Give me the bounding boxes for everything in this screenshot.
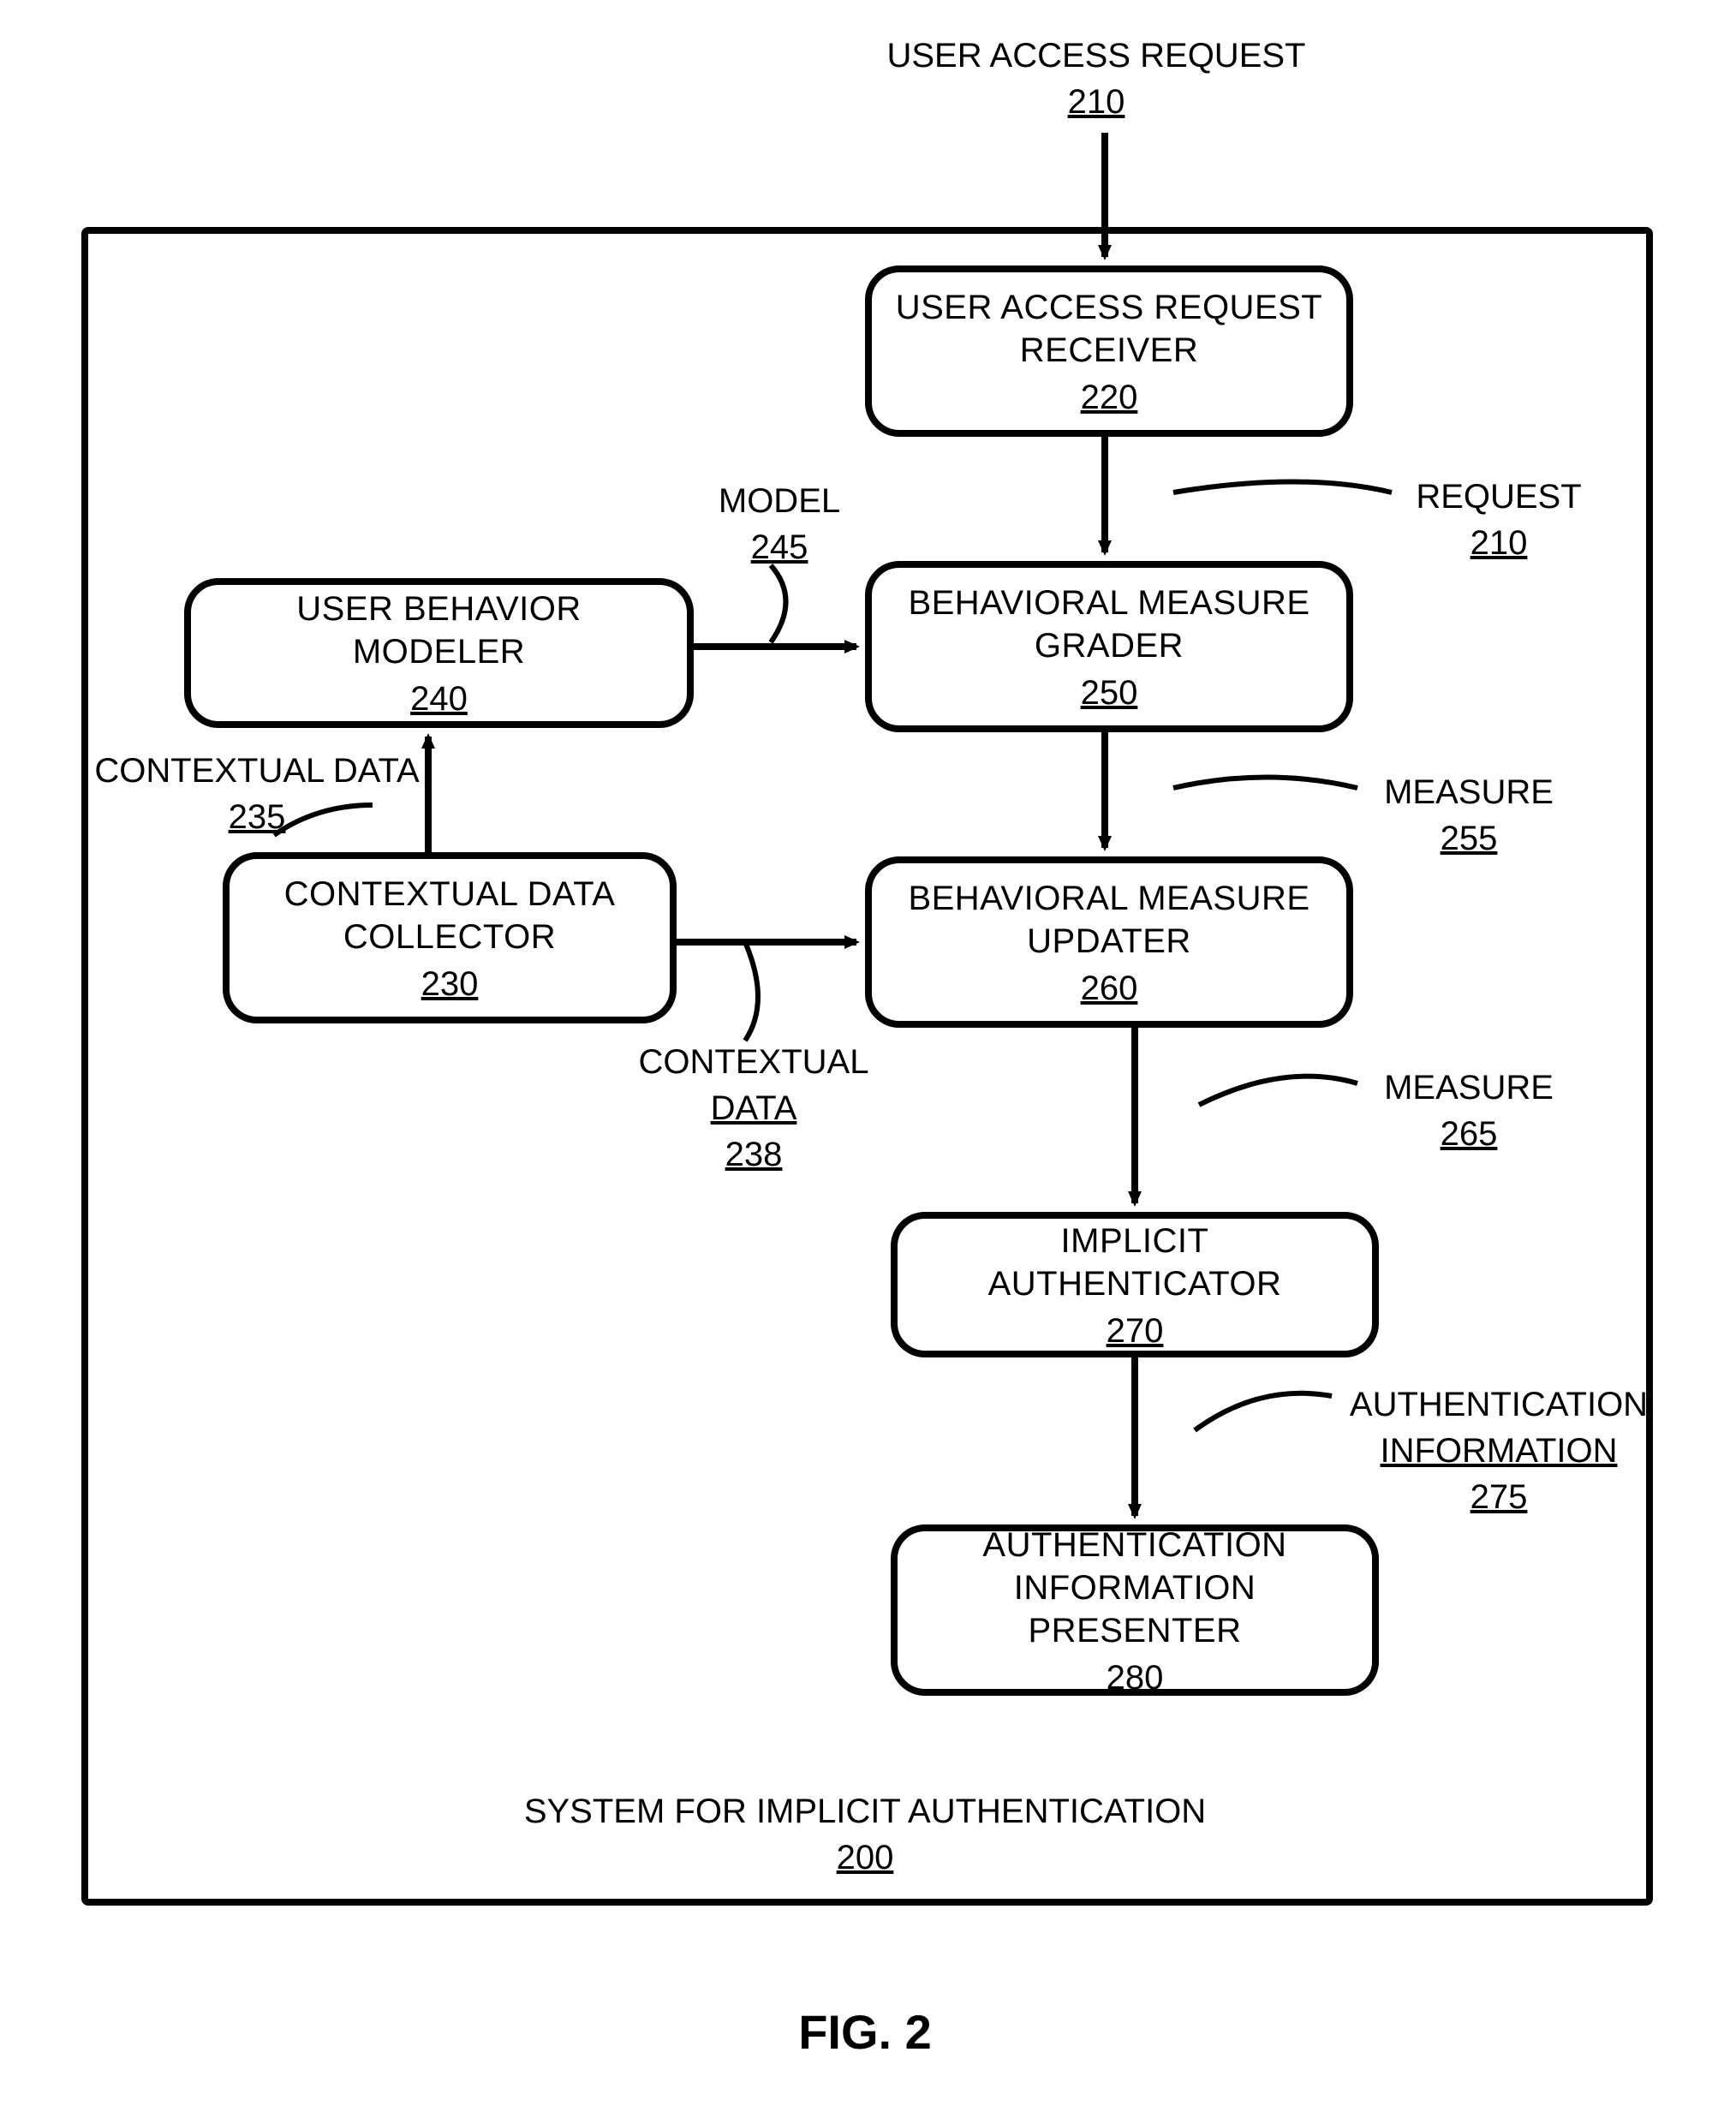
system-caption-text: SYSTEM FOR IMPLICIT AUTHENTICATION	[524, 1793, 1206, 1830]
model-text: MODEL	[719, 482, 840, 520]
meas255-num: 255	[1349, 817, 1589, 860]
node-collector: CONTEXTUAL DATA COLLECTOR 230	[223, 852, 677, 1023]
ctx235-text: CONTEXTUAL DATA	[94, 752, 419, 790]
meas265-text: MEASURE	[1384, 1069, 1554, 1107]
request-text: REQUEST	[1416, 478, 1581, 516]
authinf-text: AUTHENTICATION	[1350, 1386, 1648, 1423]
node-presenter: AUTHENTICATION INFORMATION PRESENTER 280	[891, 1524, 1379, 1696]
header-num: 210	[839, 81, 1353, 123]
label-ctx238: CONTEXTUAL DATA 238	[617, 1041, 891, 1176]
label-meas255: MEASURE 255	[1349, 771, 1589, 860]
modeler-num: 240	[410, 680, 468, 719]
label-request: REQUEST 210	[1387, 475, 1610, 564]
header-text: USER ACCESS REQUEST	[886, 37, 1305, 75]
ctx235-num: 235	[86, 796, 428, 838]
label-model: MODEL 245	[694, 480, 865, 569]
authinf-text2: INFORMATION	[1327, 1429, 1670, 1472]
authinf-num: 275	[1327, 1476, 1670, 1518]
node-grader: BEHAVIORAL MEASURE GRADER 250	[865, 561, 1353, 732]
system-caption: SYSTEM FOR IMPLICIT AUTHENTICATION 200	[437, 1790, 1293, 1879]
node-receiver: USER ACCESS REQUEST RECEIVER 220	[865, 265, 1353, 437]
auth-num: 270	[1107, 1312, 1164, 1351]
presenter-title: AUTHENTICATION INFORMATION PRESENTER	[915, 1524, 1355, 1652]
node-modeler: USER BEHAVIOR MODELER 240	[184, 578, 694, 728]
label-meas265: MEASURE 265	[1349, 1066, 1589, 1155]
node-auth: IMPLICIT AUTHENTICATOR 270	[891, 1212, 1379, 1357]
grader-num: 250	[1081, 674, 1138, 713]
receiver-title: USER ACCESS REQUEST RECEIVER	[889, 286, 1329, 372]
ctx238-text: CONTEXTUAL	[639, 1043, 869, 1081]
receiver-num: 220	[1081, 379, 1138, 417]
collector-num: 230	[421, 965, 479, 1004]
figure-caption: FIG. 2	[737, 2004, 993, 2060]
system-caption-num: 200	[437, 1836, 1293, 1879]
ctx238-num: 238	[617, 1133, 891, 1176]
meas255-text: MEASURE	[1384, 773, 1554, 811]
updater-num: 260	[1081, 969, 1138, 1008]
request-num: 210	[1387, 522, 1610, 564]
meas265-num: 265	[1349, 1113, 1589, 1155]
presenter-num: 280	[1107, 1659, 1164, 1697]
header-label: USER ACCESS REQUEST 210	[839, 34, 1353, 123]
grader-title: BEHAVIORAL MEASURE GRADER	[889, 582, 1329, 667]
figcap-text: FIG. 2	[798, 2005, 932, 2059]
updater-title: BEHAVIORAL MEASURE UPDATER	[889, 877, 1329, 963]
collector-title: CONTEXTUAL DATA COLLECTOR	[247, 873, 653, 958]
label-authinf: AUTHENTICATION INFORMATION 275	[1327, 1383, 1670, 1518]
auth-title: IMPLICIT AUTHENTICATOR	[915, 1220, 1355, 1305]
modeler-title: USER BEHAVIOR MODELER	[208, 588, 670, 673]
diagram-canvas: USER ACCESS REQUEST 210 SYSTEM FOR IMPLI…	[0, 0, 1736, 2106]
label-ctx235: CONTEXTUAL DATA 235	[86, 749, 428, 838]
node-updater: BEHAVIORAL MEASURE UPDATER 260	[865, 856, 1353, 1028]
model-num: 245	[694, 526, 865, 569]
ctx238-text2: DATA	[617, 1087, 891, 1130]
